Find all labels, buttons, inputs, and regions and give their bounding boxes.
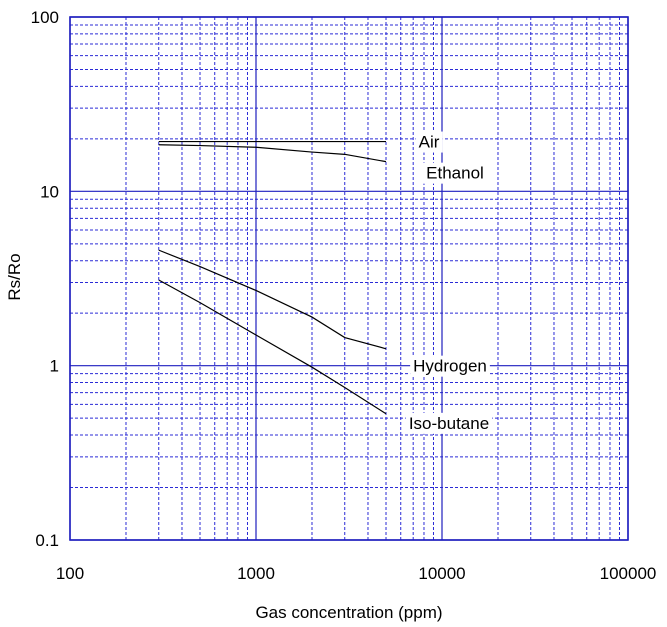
x-tick-label: 1000 bbox=[237, 564, 275, 583]
x-tick-label: 100000 bbox=[600, 564, 657, 583]
series-label-background bbox=[410, 355, 490, 377]
series-label-hydrogen: Hydrogen bbox=[413, 357, 487, 376]
series-line-iso-butane bbox=[158, 279, 387, 415]
series-label-background bbox=[415, 131, 443, 153]
plot-frame bbox=[69, 16, 629, 541]
series-line-hydrogen bbox=[158, 249, 387, 350]
series-label-ethanol: Ethanol bbox=[426, 164, 484, 183]
x-tick-label: 100 bbox=[56, 564, 84, 583]
y-tick-label: 100 bbox=[31, 8, 59, 27]
series-label-iso-butane: Iso-butane bbox=[409, 414, 489, 433]
x-tick-label: 10000 bbox=[418, 564, 465, 583]
y-tick-label: 0.1 bbox=[35, 531, 59, 550]
x-axis-title: Gas concentration (ppm) bbox=[255, 603, 442, 622]
y-tick-label: 10 bbox=[40, 182, 59, 201]
series-line-ethanol bbox=[158, 144, 387, 163]
series-label-background bbox=[405, 412, 493, 434]
series-label-air: Air bbox=[419, 133, 440, 152]
y-tick-label: 1 bbox=[50, 357, 59, 376]
y-axis-title: Rs/Ro bbox=[5, 253, 24, 300]
tick-labels: 100 1000 10000 100000 0.1 1 10 100 bbox=[31, 8, 657, 583]
grid-lines bbox=[69, 16, 629, 541]
series-lines bbox=[158, 140, 387, 415]
series-label-background bbox=[423, 162, 487, 184]
series-labels: Air Ethanol Hydrogen Iso-butane bbox=[405, 131, 493, 434]
